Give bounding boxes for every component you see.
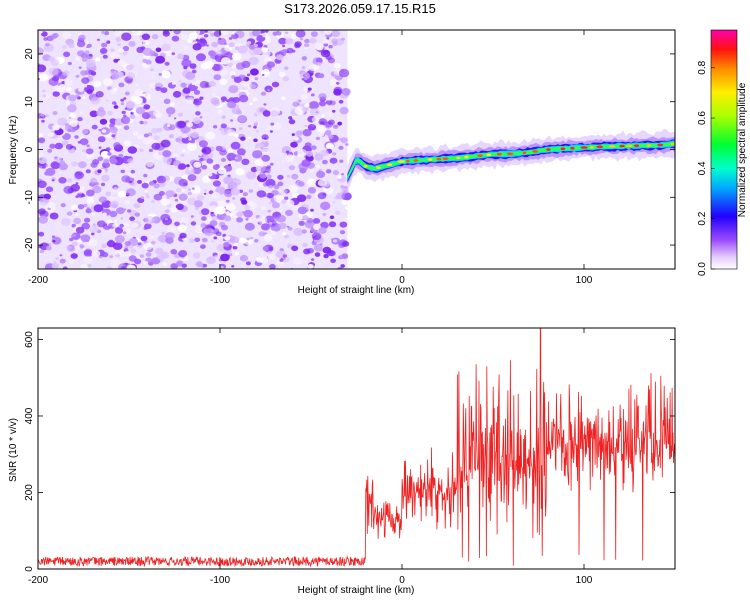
ridge-hotspot <box>376 166 381 169</box>
ridge-hotspot <box>560 147 566 150</box>
ridge-hotspot <box>522 151 527 155</box>
ridge-hotspot <box>608 145 616 148</box>
x-tick-label: -100 <box>210 275 230 286</box>
ridge-hotspot <box>413 159 419 162</box>
y-tick-label: 200 <box>24 484 35 501</box>
x-tick-label: -200 <box>28 575 48 586</box>
ridge-hotspot <box>646 144 652 147</box>
spectrogram-x-label: Height of straight line (km) <box>298 285 415 296</box>
y-tick-label: 400 <box>24 407 35 424</box>
ridge-hotspot <box>486 153 492 156</box>
ridge-hotspot <box>546 148 551 151</box>
colorbar: 0.0 0.2 0.4 0.6 0.8 Normalized spectral ampl… <box>697 29 748 276</box>
ridge-hotspot <box>580 146 588 149</box>
snr-area <box>38 328 675 568</box>
colorbar-tick-label: 0.6 <box>697 111 708 125</box>
y-tick-label: 20 <box>24 48 35 60</box>
y-tick-label: 0 <box>24 146 35 152</box>
colorbar-tick-label: 0.0 <box>697 262 708 276</box>
ridge-hotspot <box>532 150 539 153</box>
snr-y-label: SNR (10 * v/v) <box>8 418 19 482</box>
ridge-green <box>347 141 675 180</box>
colorbar-tick-label: 0.2 <box>697 211 708 225</box>
ridge-hotspot <box>456 156 461 160</box>
ridge-hotspot <box>619 144 625 148</box>
colorbar-gradient <box>711 30 737 269</box>
ridge-hotspot <box>625 144 633 148</box>
ridge-hotspot <box>670 142 675 146</box>
snr-series-line <box>38 328 675 568</box>
colorbar-tick-label: 0.8 <box>697 60 708 74</box>
spectrogram-area <box>38 30 675 269</box>
noise-region <box>38 30 352 269</box>
snr-panel: -200 -100 0 100 0 200 400 600 Height of straigh… <box>8 327 676 596</box>
y-tick-label: -20 <box>24 237 35 252</box>
y-tick-label: 0 <box>24 566 35 572</box>
snr-ticks: -200 -100 0 100 0 200 400 600 <box>24 328 675 586</box>
colorbar-frame <box>710 29 738 270</box>
chart-title: S173.2026.059.17.15.R15 <box>284 1 436 16</box>
ridge-hotspot <box>442 157 449 160</box>
x-tick-label: -100 <box>210 575 230 586</box>
y-tick-label: -10 <box>24 190 35 205</box>
spectrogram-y-label: Frequency (Hz) <box>8 116 19 185</box>
ridge-hotspot <box>589 145 594 149</box>
x-tick-label: 0 <box>399 275 405 286</box>
ridge-hotspot <box>397 160 405 163</box>
x-tick-label: 100 <box>576 275 593 286</box>
ridge-hotspot <box>570 146 575 150</box>
ridge-hotspot <box>496 152 502 156</box>
x-tick-label: -200 <box>28 275 48 286</box>
ridge-hotspot <box>477 154 483 157</box>
colorbar-ticks: 0.0 0.2 0.4 0.6 0.8 <box>697 60 715 276</box>
x-tick-label: 0 <box>399 575 405 586</box>
snr-frame <box>37 327 676 570</box>
colorbar-label: Normalized spectral amplitude <box>737 82 748 217</box>
ridge-hotspot <box>363 164 368 168</box>
ridge-hotspot <box>406 159 410 163</box>
signal-ridge <box>347 128 675 191</box>
ridge-cyan <box>347 140 675 181</box>
snr-x-label: Height of straight line (km) <box>298 585 415 596</box>
colorbar-tick-label: 0.4 <box>697 161 708 175</box>
y-tick-label: 10 <box>24 96 35 108</box>
ridge-hotspot <box>436 157 442 161</box>
ridge-hotspot <box>427 158 433 161</box>
ridge-hotspot <box>387 163 393 166</box>
ridge-hotspot <box>506 152 514 156</box>
x-tick-label: 100 <box>576 575 593 586</box>
ridge-hotspot <box>634 144 640 147</box>
ridge-hotspot <box>657 143 664 147</box>
y-tick-label: 600 <box>24 331 35 348</box>
ridge-hotspot <box>464 155 469 159</box>
ridge-hotspot <box>596 145 603 149</box>
